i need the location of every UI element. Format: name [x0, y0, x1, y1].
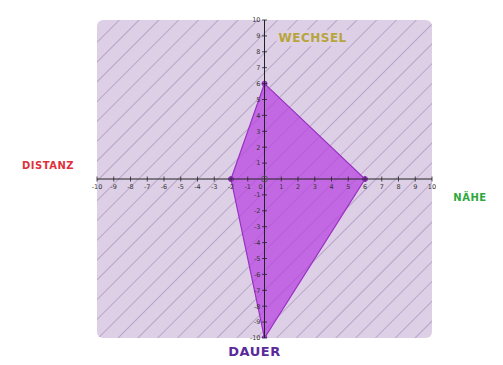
axis-label-right: NÄHE [453, 190, 486, 203]
y-tick-label: 4 [256, 112, 260, 120]
y-tick-label: -9 [254, 318, 260, 326]
axis-label-bottom: DAUER [228, 344, 280, 359]
y-tick [262, 194, 267, 195]
y-tick [262, 51, 267, 52]
x-tick [432, 177, 433, 182]
x-tick-label: -8 [127, 183, 133, 191]
y-tick-label: -10 [250, 334, 261, 342]
y-tick [262, 67, 267, 68]
x-tick [247, 177, 248, 182]
y-tick [262, 306, 267, 307]
y-tick [262, 274, 267, 275]
x-tick-label: -7 [144, 183, 150, 191]
y-tick-label: 8 [256, 48, 260, 56]
x-tick [130, 177, 131, 182]
y-tick-label: 3 [256, 128, 260, 136]
x-tick-label: 8 [396, 183, 400, 191]
y-tick [262, 338, 267, 339]
x-tick [97, 177, 98, 182]
y-tick [262, 226, 267, 227]
chart: -10-9-8-7-6-5-4-3-2-1012345678910-10-9-8… [0, 0, 503, 365]
x-tick-label: -9 [111, 183, 117, 191]
x-tick [415, 177, 416, 182]
x-tick-label: -10 [92, 183, 103, 191]
x-tick-label: 2 [296, 183, 300, 191]
x-tick [314, 177, 315, 182]
y-tick [262, 147, 267, 148]
x-tick [365, 177, 366, 182]
x-tick [398, 177, 399, 182]
x-tick [348, 177, 349, 182]
x-tick [281, 177, 282, 182]
x-tick-label: -3 [211, 183, 217, 191]
marks [228, 81, 367, 338]
y-tick-label: 5 [256, 96, 260, 104]
x-tick-label: 1 [279, 183, 283, 191]
x-tick [264, 177, 265, 182]
x-tick [298, 177, 299, 182]
y-tick-label: -1 [254, 191, 260, 199]
axis-label-top: WECHSEL [279, 31, 347, 45]
y-tick [262, 290, 267, 291]
y-tick-label: 1 [256, 159, 260, 167]
y-tick-label: -3 [254, 223, 260, 231]
y-tick-label: -7 [254, 287, 260, 295]
x-tick-label: 0 [258, 183, 262, 191]
y-tick [262, 83, 267, 84]
plot-area [97, 20, 432, 338]
x-tick [214, 177, 215, 182]
x-tick-label: -6 [161, 183, 167, 191]
axis-label-left: DISTANZ [22, 160, 74, 171]
x-tick-label: 4 [329, 183, 333, 191]
x-tick-label: 3 [313, 183, 317, 191]
y-tick [262, 115, 267, 116]
x-tick [231, 177, 232, 182]
y-tick-label: 7 [256, 64, 260, 72]
y-tick [262, 131, 267, 132]
x-tick-label: -1 [245, 183, 251, 191]
y-tick-label: 2 [256, 144, 260, 152]
x-tick [381, 177, 382, 182]
y-tick-label: 6 [256, 80, 260, 88]
x-tick-label: 5 [346, 183, 350, 191]
y-tick-label: 10 [252, 16, 260, 24]
x-tick-label: -4 [194, 183, 200, 191]
y-tick [262, 99, 267, 100]
y-tick-label: -6 [254, 271, 260, 279]
y-tick [262, 163, 267, 164]
kite-area [231, 84, 365, 338]
x-tick [113, 177, 114, 182]
x-tick [147, 177, 148, 182]
x-tick-label: -5 [178, 183, 184, 191]
y-tick [262, 322, 267, 323]
x-tick-label: -2 [228, 183, 234, 191]
x-tick-label: 6 [363, 183, 367, 191]
y-tick-label: -8 [254, 303, 260, 311]
x-tick [197, 177, 198, 182]
x-tick [164, 177, 165, 182]
y-tick-label: 9 [256, 32, 260, 40]
x-tick-label: 9 [413, 183, 417, 191]
x-tick [331, 177, 332, 182]
x-tick [180, 177, 181, 182]
y-tick-label: -5 [254, 255, 260, 263]
y-tick-label: -4 [254, 239, 260, 247]
origin-marker [262, 176, 268, 182]
label-patch [277, 30, 349, 46]
y-tick [262, 35, 267, 36]
y-tick-label: -2 [254, 207, 260, 215]
x-tick-label: 10 [428, 183, 436, 191]
x-tick-label: 7 [380, 183, 384, 191]
y-tick [262, 258, 267, 259]
y-tick [262, 210, 267, 211]
y-tick [262, 20, 267, 21]
y-tick [262, 242, 267, 243]
